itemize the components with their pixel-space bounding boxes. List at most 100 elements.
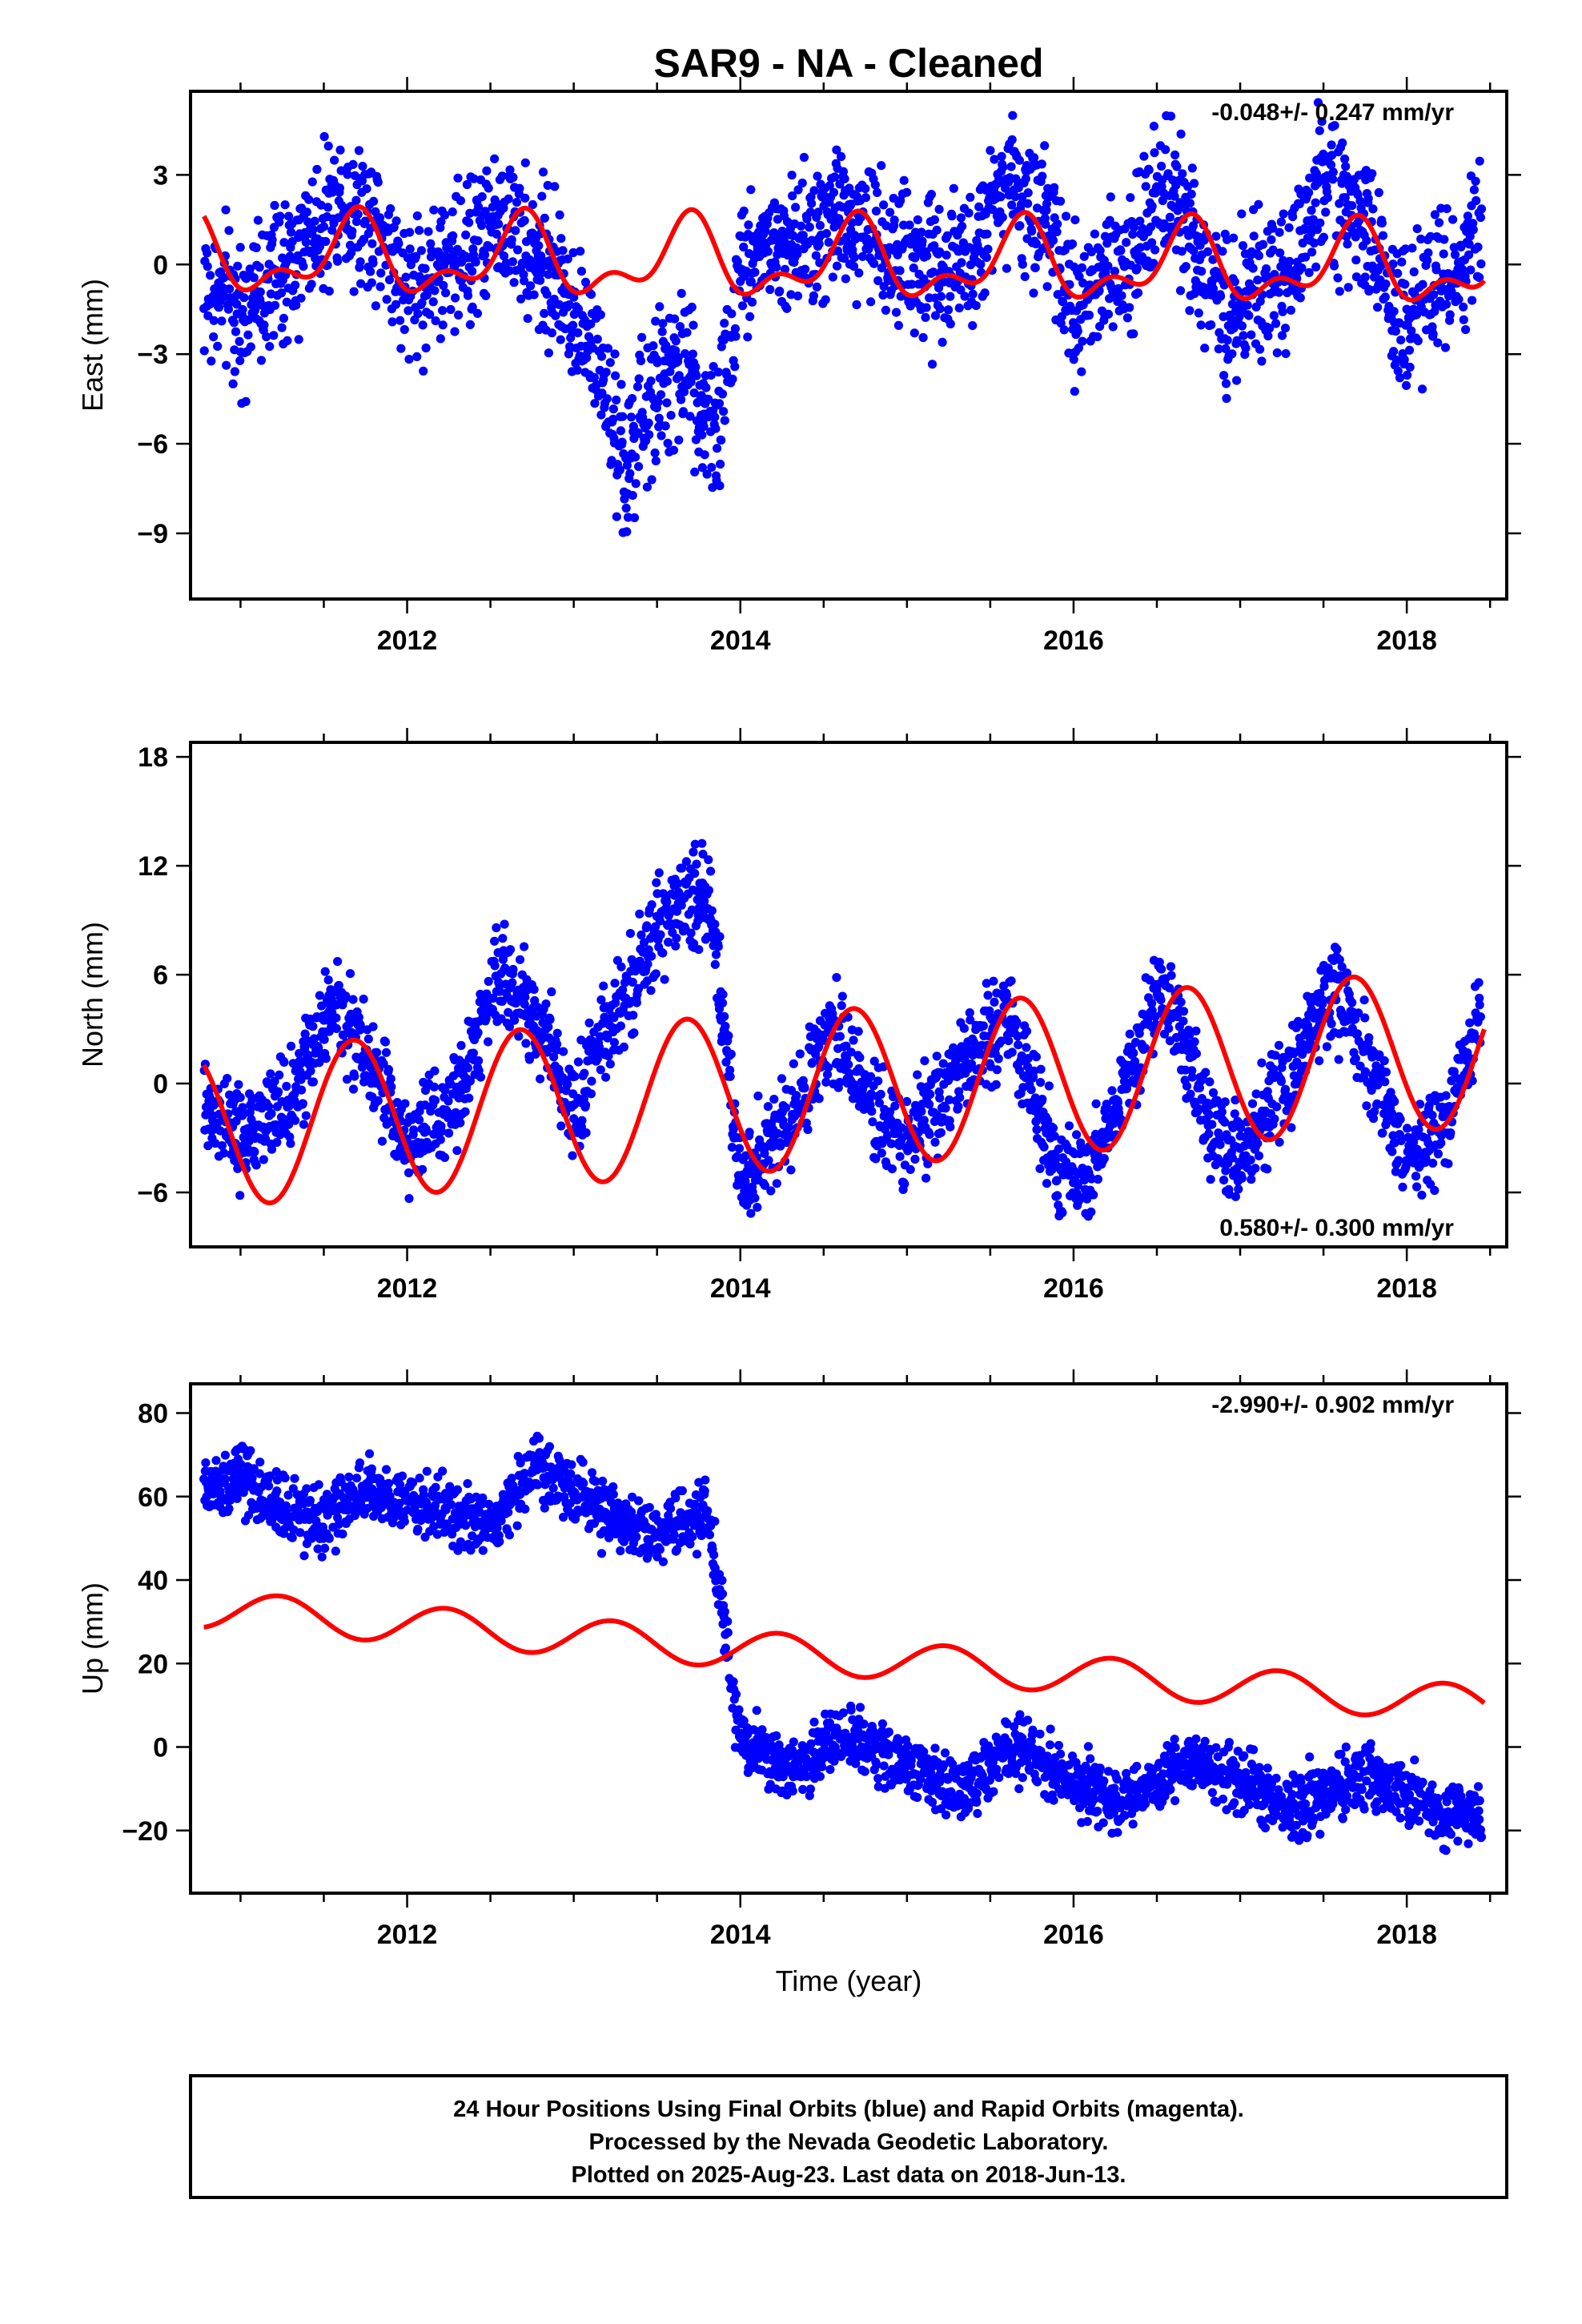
east-data-point — [396, 344, 406, 353]
north-data-point — [456, 1040, 466, 1051]
north-data-point — [677, 863, 687, 873]
east-data-point — [1021, 174, 1030, 183]
north-data-point — [636, 930, 646, 940]
east-data-point — [1200, 344, 1210, 353]
east-data-point — [1463, 211, 1472, 221]
east-data-point — [362, 184, 371, 194]
north-data-point — [350, 1072, 359, 1081]
north-data-point — [409, 1125, 419, 1135]
east-data-point — [580, 277, 591, 287]
north-data-point — [704, 855, 713, 865]
east-data-point — [1459, 302, 1468, 312]
east-data-point — [877, 161, 886, 171]
north-data-point — [372, 1047, 382, 1057]
east-data-point — [861, 184, 870, 194]
east-data-point — [1340, 193, 1350, 203]
north-data-point — [789, 1059, 798, 1068]
east-y-tick-label: 3 — [153, 160, 168, 191]
north-data-point — [264, 1102, 274, 1112]
north-data-point — [734, 1144, 745, 1153]
north-data-point — [239, 1109, 248, 1120]
east-data-point — [1464, 239, 1474, 249]
north-data-point — [1048, 1124, 1058, 1133]
east-data-point — [419, 366, 428, 376]
north-data-point — [1042, 1179, 1052, 1188]
east-data-point — [946, 292, 955, 301]
east-data-point — [351, 217, 362, 227]
north-data-point — [610, 979, 620, 988]
east-data-point — [717, 436, 726, 445]
east-data-point — [1196, 320, 1206, 330]
east-data-point — [1338, 138, 1347, 148]
east-data-point — [715, 481, 725, 491]
east-data-point — [1255, 344, 1265, 354]
east-data-point — [1181, 262, 1191, 271]
east-data-point — [1448, 215, 1458, 224]
north-data-point — [1251, 1164, 1260, 1173]
up-data-point — [220, 1474, 230, 1484]
north-data-point — [1039, 1142, 1049, 1152]
east-data-point — [536, 275, 545, 285]
north-data-point — [404, 1194, 414, 1204]
north-data-point — [1072, 1130, 1082, 1140]
north-data-point — [706, 866, 716, 876]
north-data-point — [1398, 1182, 1407, 1192]
north-data-point — [687, 905, 697, 915]
north-data-point — [586, 1089, 596, 1099]
north-data-point — [514, 1031, 524, 1041]
north-data-point — [320, 967, 330, 976]
north-data-point — [331, 1023, 341, 1033]
east-data-point — [677, 395, 686, 404]
east-data-point — [1368, 204, 1378, 214]
east-data-point — [426, 239, 436, 248]
east-data-point — [1326, 160, 1336, 170]
north-data-point — [694, 945, 704, 955]
north-data-point — [272, 1137, 282, 1148]
east-data-point — [838, 167, 848, 176]
north-data-point — [400, 1099, 410, 1108]
east-data-point — [440, 210, 450, 220]
east-data-point — [1445, 310, 1455, 320]
north-data-point — [217, 1141, 227, 1151]
north-data-point — [628, 1011, 638, 1020]
east-data-point — [960, 292, 970, 301]
north-model-line — [202, 975, 1487, 1206]
east-data-point — [1249, 231, 1259, 241]
east-data-point — [1403, 370, 1412, 380]
east-data-point — [1232, 336, 1242, 345]
east-data-point — [1157, 161, 1166, 171]
east-data-point — [1459, 315, 1468, 324]
east-data-point — [542, 289, 552, 299]
east-data-point — [1307, 206, 1316, 215]
north-data-point — [1334, 1055, 1343, 1064]
east-data-point — [1257, 356, 1267, 366]
east-data-point — [666, 411, 676, 420]
north-data-point — [279, 1057, 289, 1067]
east-data-point — [371, 301, 380, 311]
east-data-point — [1172, 162, 1182, 171]
east-data-point — [456, 196, 466, 206]
east-data-point — [563, 254, 572, 263]
east-frame — [189, 90, 1508, 601]
east-data-point — [1050, 183, 1059, 192]
north-data-point — [868, 1117, 877, 1127]
east-data-point — [555, 210, 564, 219]
north-data-point — [1446, 1128, 1456, 1138]
north-data-point — [921, 1173, 931, 1183]
east-data-point — [512, 198, 522, 207]
east-data-point — [1274, 287, 1284, 297]
north-data-point — [821, 1077, 831, 1087]
chart-title: SAR9 - NA - Cleaned — [653, 41, 1043, 86]
east-data-point — [448, 231, 458, 240]
north-data-point — [1035, 1164, 1045, 1173]
north-data-point — [994, 1054, 1003, 1063]
east-data-point — [270, 200, 279, 211]
east-data-point — [1042, 282, 1052, 292]
north-data-point — [1395, 1115, 1405, 1124]
north-data-point — [1201, 1068, 1211, 1077]
east-data-point — [1042, 199, 1052, 208]
north-data-point — [1129, 1048, 1138, 1058]
north-data-point — [660, 975, 669, 984]
east-data-point — [1473, 242, 1483, 252]
east-data-point — [586, 290, 596, 300]
